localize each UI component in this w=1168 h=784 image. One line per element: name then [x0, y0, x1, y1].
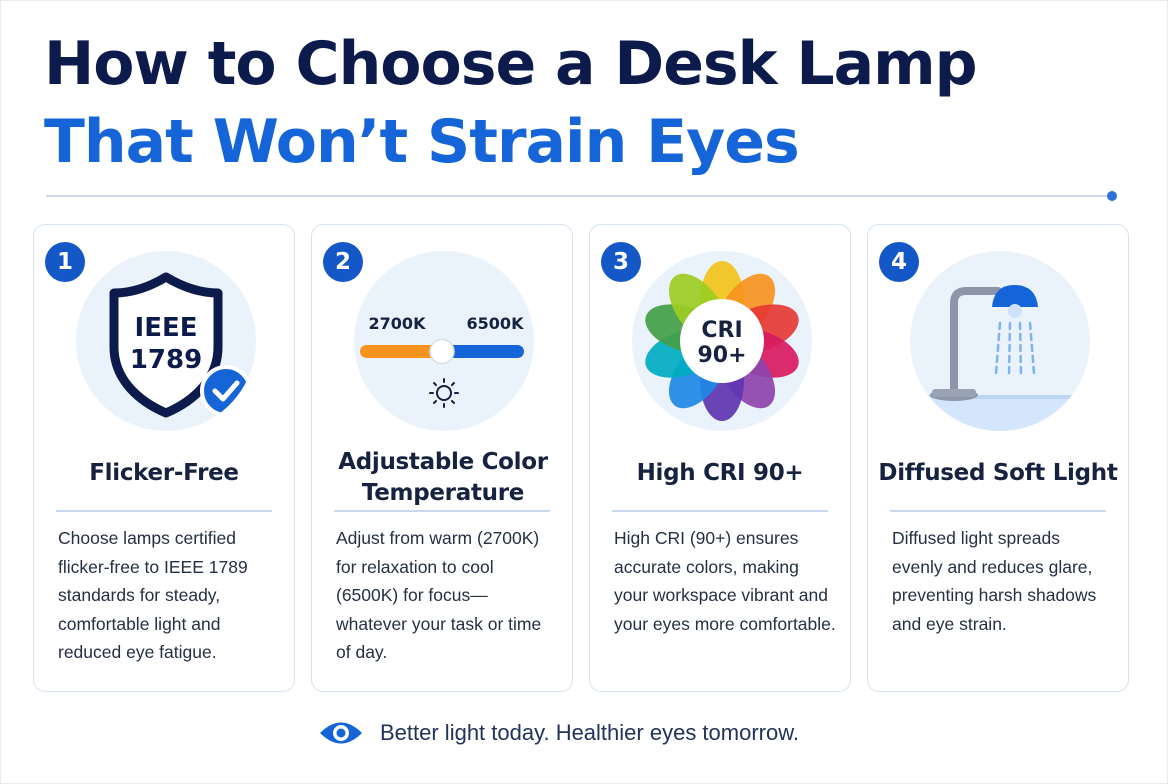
wheel-text-line-2: 90+: [697, 343, 746, 368]
card-divider: [334, 510, 550, 512]
card-title: Flicker-Free: [89, 460, 239, 486]
shield-text-line-1: IEEE: [135, 313, 198, 343]
card-diffused-light: 4 Diffused Soft Light Diffused light spr…: [867, 224, 1129, 692]
title-line-2: That Won’t Strain Eyes: [44, 107, 800, 177]
title-line-1: How to Choose a Desk Lamp: [44, 29, 978, 99]
card-title: High CRI 90+: [636, 460, 804, 486]
wheel-text-line-1: CRI: [701, 318, 742, 343]
eye-icon: [320, 722, 362, 744]
icon-circle: CRI 90+: [632, 251, 812, 431]
step-badge: 1: [45, 242, 85, 282]
card-divider: [56, 510, 272, 512]
card-high-cri: CRI 90+ 3 High CRI 90+ High CRI (90+) en…: [589, 224, 851, 692]
step-badge: 4: [879, 242, 919, 282]
slider-label-cool: 6500K: [467, 314, 525, 333]
tagline-text: Better light today. Healthier eyes tomor…: [380, 720, 800, 745]
shield-check-icon: IEEE 1789: [109, 272, 252, 418]
icon-circle: 2700K 6500K: [354, 251, 534, 431]
card-divider: [890, 510, 1106, 512]
desk-lamp-icon: [910, 285, 1090, 431]
page-title: How to Choose a Desk Lamp That Won’t Str…: [44, 29, 978, 177]
slider-label-warm: 2700K: [369, 314, 427, 333]
step-badge: 2: [323, 242, 363, 282]
card-description: Choose lamps certified flicker-free to I…: [58, 528, 248, 662]
shield-text-line-2: 1789: [130, 345, 202, 375]
color-temperature-slider-icon: 2700K 6500K: [360, 314, 525, 408]
footer-tagline: Better light today. Healthier eyes tomor…: [318, 718, 799, 748]
card-divider: [612, 510, 828, 512]
card-flicker-free: IEEE 1789 1 Flicker-Free Choose lamps ce…: [33, 224, 295, 692]
card-description: Diffused light spreads evenly and reduce…: [892, 528, 1097, 634]
card-title: Diffused Soft Light: [878, 460, 1118, 486]
icon-circle: IEEE 1789: [76, 251, 256, 431]
card-title: Adjustable Color Temperature: [338, 449, 548, 506]
title-divider: [46, 195, 1112, 197]
divider-dot: [1107, 191, 1117, 201]
card-description: Adjust from warm (2700K) for relaxation …: [336, 528, 542, 662]
card-color-temperature: 2700K 6500K 2 Adjustable Color Temperatu…: [311, 224, 573, 692]
step-badge: 3: [601, 242, 641, 282]
color-wheel-icon: CRI 90+: [645, 261, 799, 421]
icon-circle: [910, 251, 1090, 431]
card-description: High CRI (90+) ensures accurate colors, …: [614, 528, 836, 634]
